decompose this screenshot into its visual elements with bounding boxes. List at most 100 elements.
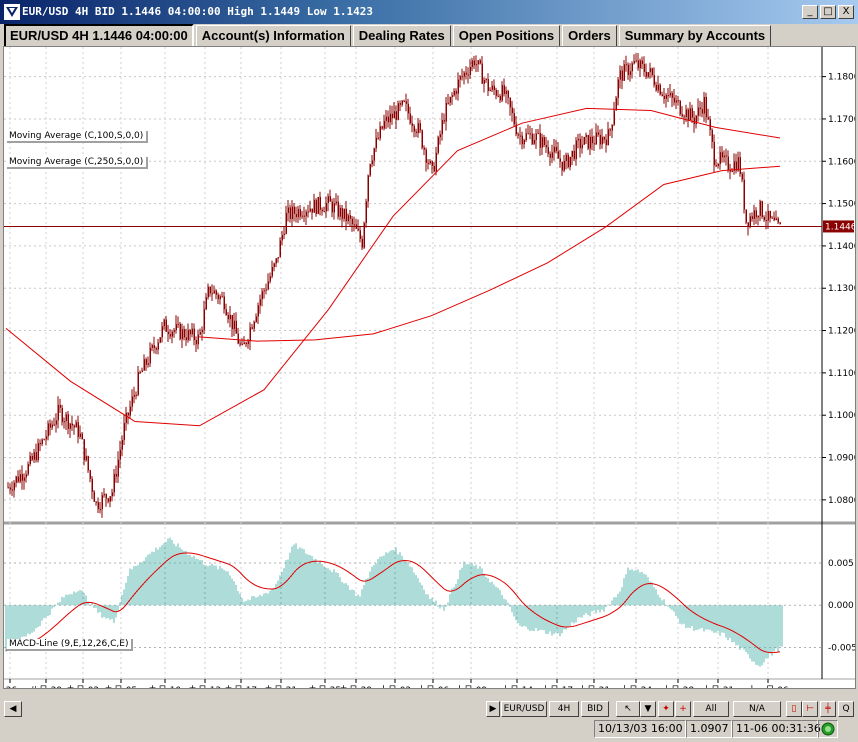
price-chart[interactable]: 1.1800 1.1700 1.1600 1.1500 1.1400 1.1300 1.12… [4,47,855,688]
candle-body [357,228,359,231]
tab-summary-by-accounts[interactable]: Summary by Accounts [618,25,772,47]
ma250-label[interactable]: Moving Average (C,250,S,0,0) [7,157,149,169]
ma100-label[interactable]: Moving Average (C,100,S,0,0) [7,131,149,143]
indicator-icon[interactable]: ✦ [658,701,674,717]
candle-body [73,425,75,428]
price-tick-label: 1.1500 [828,200,855,210]
candle-body [439,134,441,138]
candle-body [581,144,583,149]
candle-body [229,314,231,320]
candle-body [679,100,681,115]
scroll-left-button[interactable]: ◀ [4,701,22,717]
candle-body [739,157,741,174]
candle-body [459,76,461,80]
candle-body [161,326,163,338]
macd-signal-line [5,552,781,654]
candle-body [653,75,655,85]
crosshair-icon[interactable]: + [675,701,691,717]
candle-body [63,421,65,423]
timeframe-button[interactable]: 4H [549,701,579,717]
candle-body [105,494,107,499]
candle-body [687,109,689,121]
candle-body [155,348,157,350]
candle-body [703,96,705,114]
candle-body [343,208,345,219]
candle-body [33,452,35,460]
candle-body [281,234,283,241]
candle-body [643,63,645,72]
status-bar: 10/13/03 16:00 1.0907 11-06 00:31:36 [0,719,858,740]
candle-body [769,210,771,219]
candle-body [323,211,325,213]
candle-body [425,149,427,163]
candle-body [483,79,485,84]
candle-body [607,129,609,145]
symbol-button[interactable]: EUR/USD [501,701,547,717]
candle-body [597,132,599,135]
na-button[interactable]: N/A [733,701,781,717]
candle-body [351,218,353,225]
tab-open-positions[interactable]: Open Positions [452,25,561,47]
candle-body [293,206,295,214]
line-type-icon[interactable]: ╪ [820,701,836,717]
candle-body [469,66,471,75]
candle-body [613,110,615,125]
candle-body [747,222,749,227]
q-button[interactable]: Q [838,701,854,717]
candle-body [685,109,687,118]
connection-status-icon [818,720,838,738]
candle-body [479,60,481,64]
tab-account-information[interactable]: Account(s) Information [195,25,351,47]
close-button[interactable]: X [838,5,854,19]
candle-body [565,154,567,161]
candle-body [97,501,99,510]
candle-body [705,96,707,118]
candle-body [233,320,235,330]
time-tick-label: 九月.17 [225,685,257,688]
candle-body [661,94,663,96]
candle-body [547,147,549,154]
time-tick-label: 九月.25 [309,685,341,688]
candle-body [751,216,753,219]
candle-body [11,489,13,491]
candle-body [317,197,319,214]
candle-body [321,209,323,212]
candle-body [677,100,679,102]
candle-body [319,197,321,210]
dropdown-arrow-icon[interactable]: ▼ [640,701,656,717]
candle-body [179,323,181,340]
maximize-button[interactable]: □ [820,5,836,19]
candle-body [619,70,621,80]
candle-body [49,423,51,428]
cursor-tool-icon[interactable]: ↖ [616,701,640,717]
tab-dealing-rates[interactable]: Dealing Rates [352,25,451,47]
candle-body [53,424,55,426]
candle-body [77,422,79,437]
all-button[interactable]: All [693,701,729,717]
time-tick-label: 九月.05 [105,685,137,688]
candle-body [225,309,227,315]
macd-label[interactable]: MACD-Line (9,E,12,26,C,E) [7,639,134,651]
candle-body [623,64,625,81]
chart-area[interactable]: 1.1800 1.1700 1.1600 1.1500 1.1400 1.1300 1.12… [3,46,856,689]
candle-body [675,100,677,103]
candle-body [635,60,637,62]
tab-orders[interactable]: Orders [562,25,617,47]
candle-body [615,97,617,111]
bid-button[interactable]: BID [581,701,609,717]
candle-body [773,217,775,221]
scroll-right-button[interactable]: ▶ [486,701,500,717]
candle-body [71,423,73,426]
candle-body [633,61,635,64]
candle-body [207,286,209,298]
candle-body [411,123,413,126]
candle-body [681,114,683,117]
candle-body [333,203,335,213]
candle-body [533,139,535,144]
candle-body [407,103,409,114]
minimize-button[interactable]: _ [802,5,818,19]
bar-type-icon[interactable]: ⊢ [802,701,818,717]
candle-body [531,133,533,144]
candle-type-icon[interactable]: ▯ [786,701,802,717]
candle-body [491,85,493,90]
